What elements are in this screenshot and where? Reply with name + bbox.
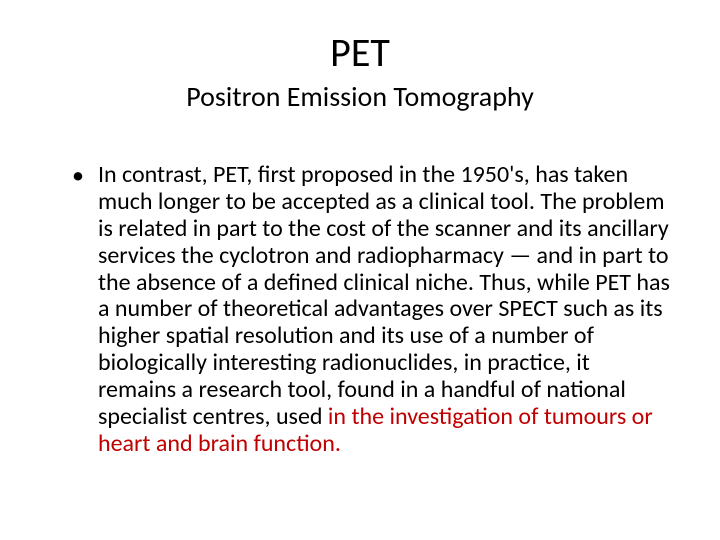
slide-subtitle: Positron Emission Tomography [50,79,670,114]
slide-title: PET [50,28,670,77]
bullet-item: • In contrast, PET, first proposed in th… [50,162,670,458]
slide-container: PET Positron Emission Tomography • In co… [0,0,720,540]
bullet-glyph: • [72,162,84,190]
body-paragraph: In contrast, PET, first proposed in the … [98,162,670,458]
body-text-main: In contrast, PET, first proposed in the … [98,160,670,431]
